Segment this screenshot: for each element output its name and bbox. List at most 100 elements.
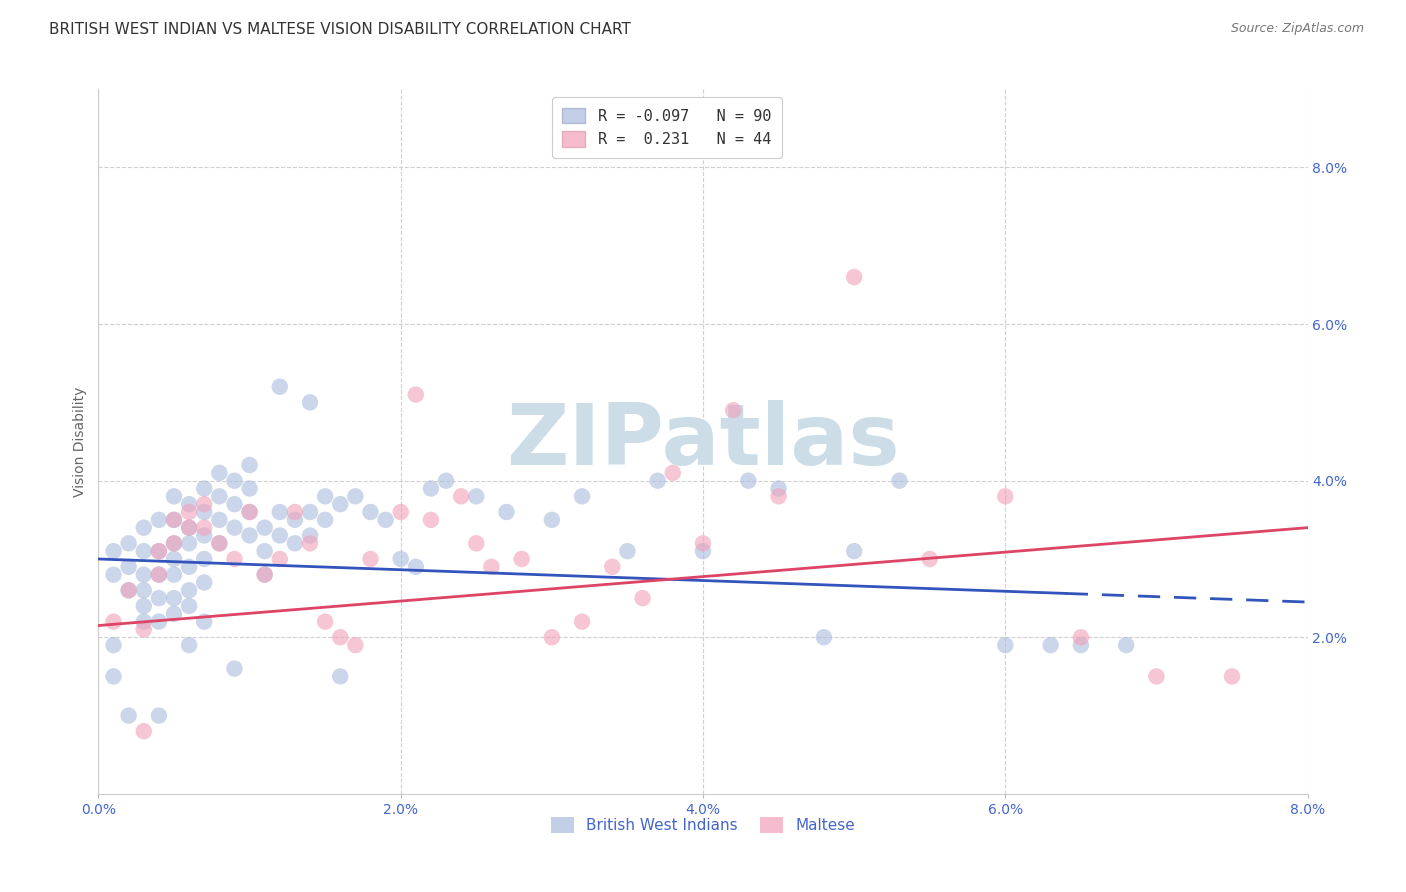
Point — [163, 536, 186, 550]
Point — [374, 513, 396, 527]
Point — [616, 544, 638, 558]
Point — [269, 552, 291, 566]
Point — [163, 489, 186, 503]
Point — [889, 474, 911, 488]
Point — [918, 552, 941, 566]
Point — [540, 630, 562, 644]
Point — [118, 559, 141, 574]
Point — [224, 552, 246, 566]
Point — [103, 638, 125, 652]
Point — [179, 521, 201, 535]
Point — [193, 552, 215, 566]
Point — [193, 575, 215, 590]
Point — [148, 591, 170, 606]
Point — [193, 615, 215, 629]
Point — [208, 489, 231, 503]
Point — [253, 567, 276, 582]
Point — [148, 708, 170, 723]
Point — [299, 528, 322, 542]
Point — [132, 599, 155, 613]
Point — [844, 270, 866, 285]
Point — [269, 505, 291, 519]
Point — [163, 513, 186, 527]
Point — [253, 521, 276, 535]
Point — [118, 583, 141, 598]
Point — [571, 489, 593, 503]
Point — [224, 662, 246, 676]
Point — [510, 552, 533, 566]
Point — [1039, 638, 1062, 652]
Text: BRITISH WEST INDIAN VS MALTESE VISION DISABILITY CORRELATION CHART: BRITISH WEST INDIAN VS MALTESE VISION DI… — [49, 22, 631, 37]
Point — [994, 638, 1017, 652]
Point — [163, 567, 186, 582]
Point — [389, 552, 412, 566]
Point — [239, 505, 262, 519]
Point — [179, 599, 201, 613]
Point — [360, 505, 382, 519]
Point — [405, 387, 427, 401]
Point — [1070, 638, 1092, 652]
Point — [314, 489, 336, 503]
Point — [163, 513, 186, 527]
Point — [299, 505, 322, 519]
Point — [193, 505, 215, 519]
Point — [329, 497, 352, 511]
Point — [132, 544, 155, 558]
Point — [179, 583, 201, 598]
Y-axis label: Vision Disability: Vision Disability — [73, 386, 87, 497]
Point — [450, 489, 472, 503]
Point — [118, 583, 141, 598]
Point — [269, 528, 291, 542]
Point — [314, 513, 336, 527]
Point — [163, 552, 186, 566]
Point — [813, 630, 835, 644]
Point — [994, 489, 1017, 503]
Point — [284, 536, 307, 550]
Point — [239, 528, 262, 542]
Point — [284, 505, 307, 519]
Point — [737, 474, 759, 488]
Point — [465, 536, 488, 550]
Point — [118, 536, 141, 550]
Point — [208, 536, 231, 550]
Point — [163, 591, 186, 606]
Point — [344, 489, 367, 503]
Point — [132, 724, 155, 739]
Point — [434, 474, 457, 488]
Point — [389, 505, 412, 519]
Point — [571, 615, 593, 629]
Point — [360, 552, 382, 566]
Point — [844, 544, 866, 558]
Point — [329, 630, 352, 644]
Point — [224, 474, 246, 488]
Point — [193, 521, 215, 535]
Point — [179, 497, 201, 511]
Point — [540, 513, 562, 527]
Point — [148, 544, 170, 558]
Point — [103, 567, 125, 582]
Point — [208, 536, 231, 550]
Point — [420, 513, 443, 527]
Point — [179, 505, 201, 519]
Point — [132, 583, 155, 598]
Point — [602, 559, 624, 574]
Point — [179, 521, 201, 535]
Point — [103, 669, 125, 683]
Point — [253, 567, 276, 582]
Point — [239, 505, 262, 519]
Point — [692, 536, 714, 550]
Point — [103, 544, 125, 558]
Point — [179, 559, 201, 574]
Text: Source: ZipAtlas.com: Source: ZipAtlas.com — [1230, 22, 1364, 36]
Point — [148, 567, 170, 582]
Legend: British West Indians, Maltese: British West Indians, Maltese — [544, 811, 862, 839]
Point — [148, 567, 170, 582]
Point — [284, 513, 307, 527]
Point — [193, 482, 215, 496]
Point — [103, 615, 125, 629]
Point — [224, 521, 246, 535]
Point — [1146, 669, 1168, 683]
Point — [495, 505, 517, 519]
Text: ZIPatlas: ZIPatlas — [506, 400, 900, 483]
Point — [405, 559, 427, 574]
